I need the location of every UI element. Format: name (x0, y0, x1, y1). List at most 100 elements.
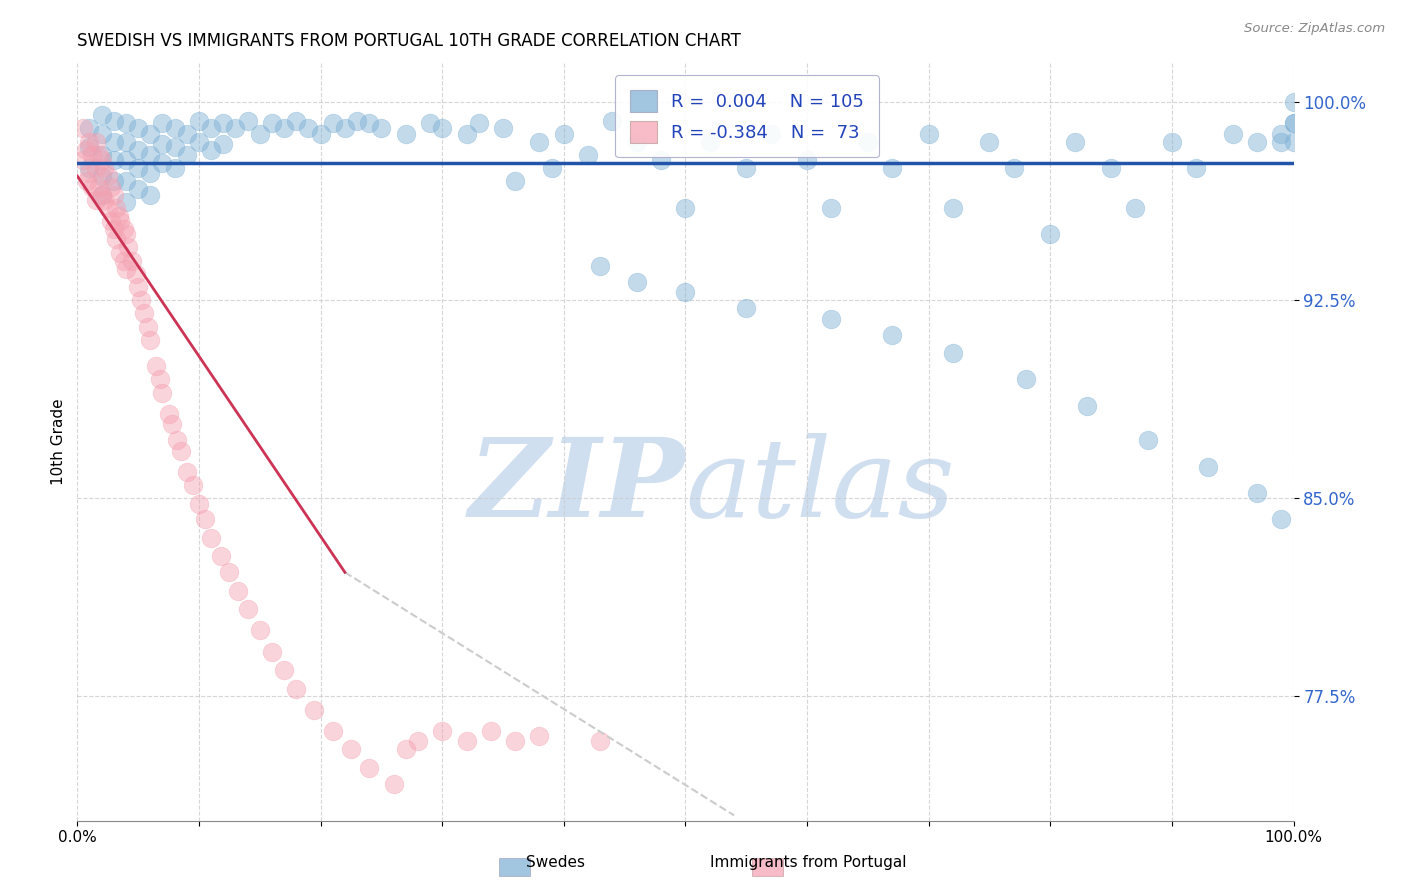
Point (176, 465, 198, 479)
Point (157, 407, 180, 421)
Point (115, 227, 138, 242)
Point (200, 121, 222, 136)
Point (152, 137, 174, 152)
Point (136, 319, 159, 334)
Point (79, 121, 101, 136)
Point (467, 116, 489, 130)
Point (152, 385, 174, 400)
Point (589, 734, 612, 748)
Point (117, 240, 139, 254)
Point (735, 161, 758, 175)
Point (97, 201, 120, 215)
Point (160, 417, 183, 432)
Point (529, 135, 551, 149)
Point (1222, 127, 1244, 141)
Point (181, 478, 204, 492)
Point (346, 113, 368, 128)
Point (322, 116, 344, 130)
Point (212, 116, 235, 130)
Point (107, 209, 129, 223)
Point (626, 135, 648, 149)
Point (103, 135, 125, 149)
Point (115, 195, 138, 210)
Point (942, 201, 965, 215)
Point (626, 275, 648, 289)
Point (79, 161, 101, 175)
Point (370, 121, 392, 136)
Point (188, 113, 211, 128)
Point (503, 734, 526, 748)
Point (194, 512, 217, 526)
Point (200, 143, 222, 157)
Point (200, 531, 222, 545)
Text: ZIP: ZIP (468, 434, 686, 541)
Point (297, 121, 319, 136)
Point (90, 148, 112, 162)
Point (359, 116, 381, 130)
Point (127, 121, 149, 136)
Point (382, 777, 405, 791)
Point (90, 127, 112, 141)
Point (163, 121, 186, 136)
Point (79, 140, 101, 154)
Point (108, 214, 131, 228)
Point (1063, 135, 1085, 149)
Point (105, 232, 128, 246)
Point (224, 121, 246, 136)
Point (89, 179, 111, 194)
Point (139, 187, 162, 202)
Point (260, 644, 283, 658)
Point (553, 127, 575, 141)
Point (1125, 201, 1147, 215)
Point (103, 113, 125, 128)
Point (170, 443, 193, 458)
Point (882, 161, 904, 175)
Point (115, 174, 138, 188)
Point (115, 116, 138, 130)
Point (589, 259, 612, 273)
Point (699, 135, 721, 149)
Point (395, 742, 418, 756)
Text: Source: ZipAtlas.com: Source: ZipAtlas.com (1244, 22, 1385, 36)
Point (333, 121, 356, 136)
Point (115, 261, 138, 276)
Point (492, 121, 515, 136)
Point (675, 201, 697, 215)
Point (309, 127, 332, 141)
Point (100, 214, 122, 228)
Point (430, 121, 453, 136)
Point (145, 359, 167, 374)
Point (80, 179, 103, 194)
Point (820, 201, 842, 215)
Point (84, 161, 107, 175)
Point (340, 742, 363, 756)
Point (79, 166, 101, 180)
Point (1099, 161, 1122, 175)
Text: Immigrants from Portugal: Immigrants from Portugal (710, 855, 907, 870)
Point (218, 566, 240, 580)
Point (359, 761, 381, 775)
Point (419, 116, 441, 130)
Point (602, 113, 624, 128)
Point (1282, 135, 1305, 149)
Point (675, 285, 697, 300)
Point (80, 148, 103, 162)
Point (273, 663, 295, 677)
Point (188, 135, 211, 149)
Point (479, 723, 502, 738)
Point (188, 497, 211, 511)
Point (1282, 95, 1305, 109)
Point (456, 127, 478, 141)
Point (127, 182, 149, 196)
Text: Swedes: Swedes (526, 855, 585, 870)
Point (540, 161, 562, 175)
Point (529, 729, 551, 743)
Point (1270, 512, 1292, 526)
Point (1246, 486, 1268, 500)
Point (105, 201, 128, 215)
Point (1076, 399, 1098, 413)
Point (236, 602, 259, 616)
Point (115, 153, 138, 168)
Point (84, 193, 107, 207)
Point (285, 681, 308, 696)
